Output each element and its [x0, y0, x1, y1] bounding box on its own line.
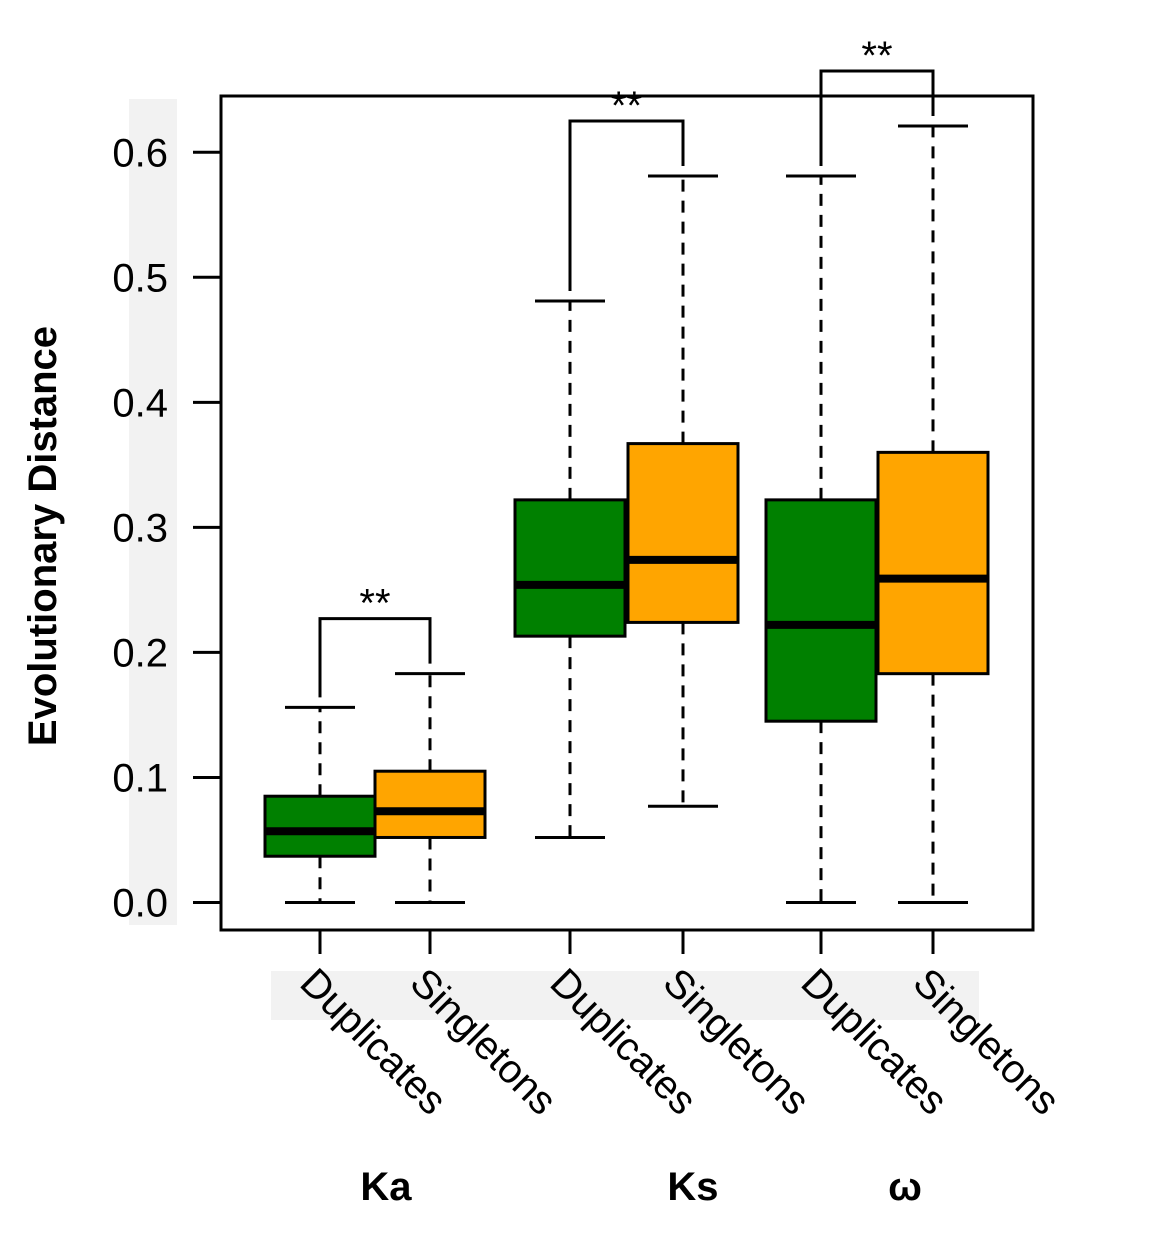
y-tick-label: 0.6	[112, 131, 168, 175]
box-duplicates	[263, 794, 377, 858]
box-duplicates	[764, 498, 878, 723]
plot-frame	[219, 94, 1035, 932]
group-label: Ks	[667, 1165, 718, 1209]
y-tick-label: 0.1	[112, 756, 168, 800]
y-tick-label: 0.5	[112, 256, 168, 300]
box-singletons	[876, 450, 990, 676]
significance-label: **	[861, 34, 892, 78]
significance-label: **	[611, 84, 642, 128]
significance-bracket	[568, 119, 685, 292]
box-duplicates	[513, 498, 627, 638]
category-label-background	[271, 971, 979, 1020]
box-singletons	[626, 442, 740, 624]
box-singletons	[373, 769, 487, 839]
significance-bracket	[318, 617, 432, 698]
group-label: Ka	[360, 1165, 412, 1209]
significance-bracket	[819, 69, 935, 167]
group-label: ω	[888, 1165, 922, 1209]
y-tick-label: 0.0	[112, 881, 168, 925]
y-tick-label: 0.3	[112, 506, 168, 550]
y-tick-label: 0.4	[112, 381, 168, 425]
ytick-label-background	[129, 99, 177, 925]
y-axis-label: Evolutionary Distance	[21, 326, 65, 746]
y-tick-label: 0.2	[112, 631, 168, 675]
significance-label: **	[359, 582, 390, 626]
